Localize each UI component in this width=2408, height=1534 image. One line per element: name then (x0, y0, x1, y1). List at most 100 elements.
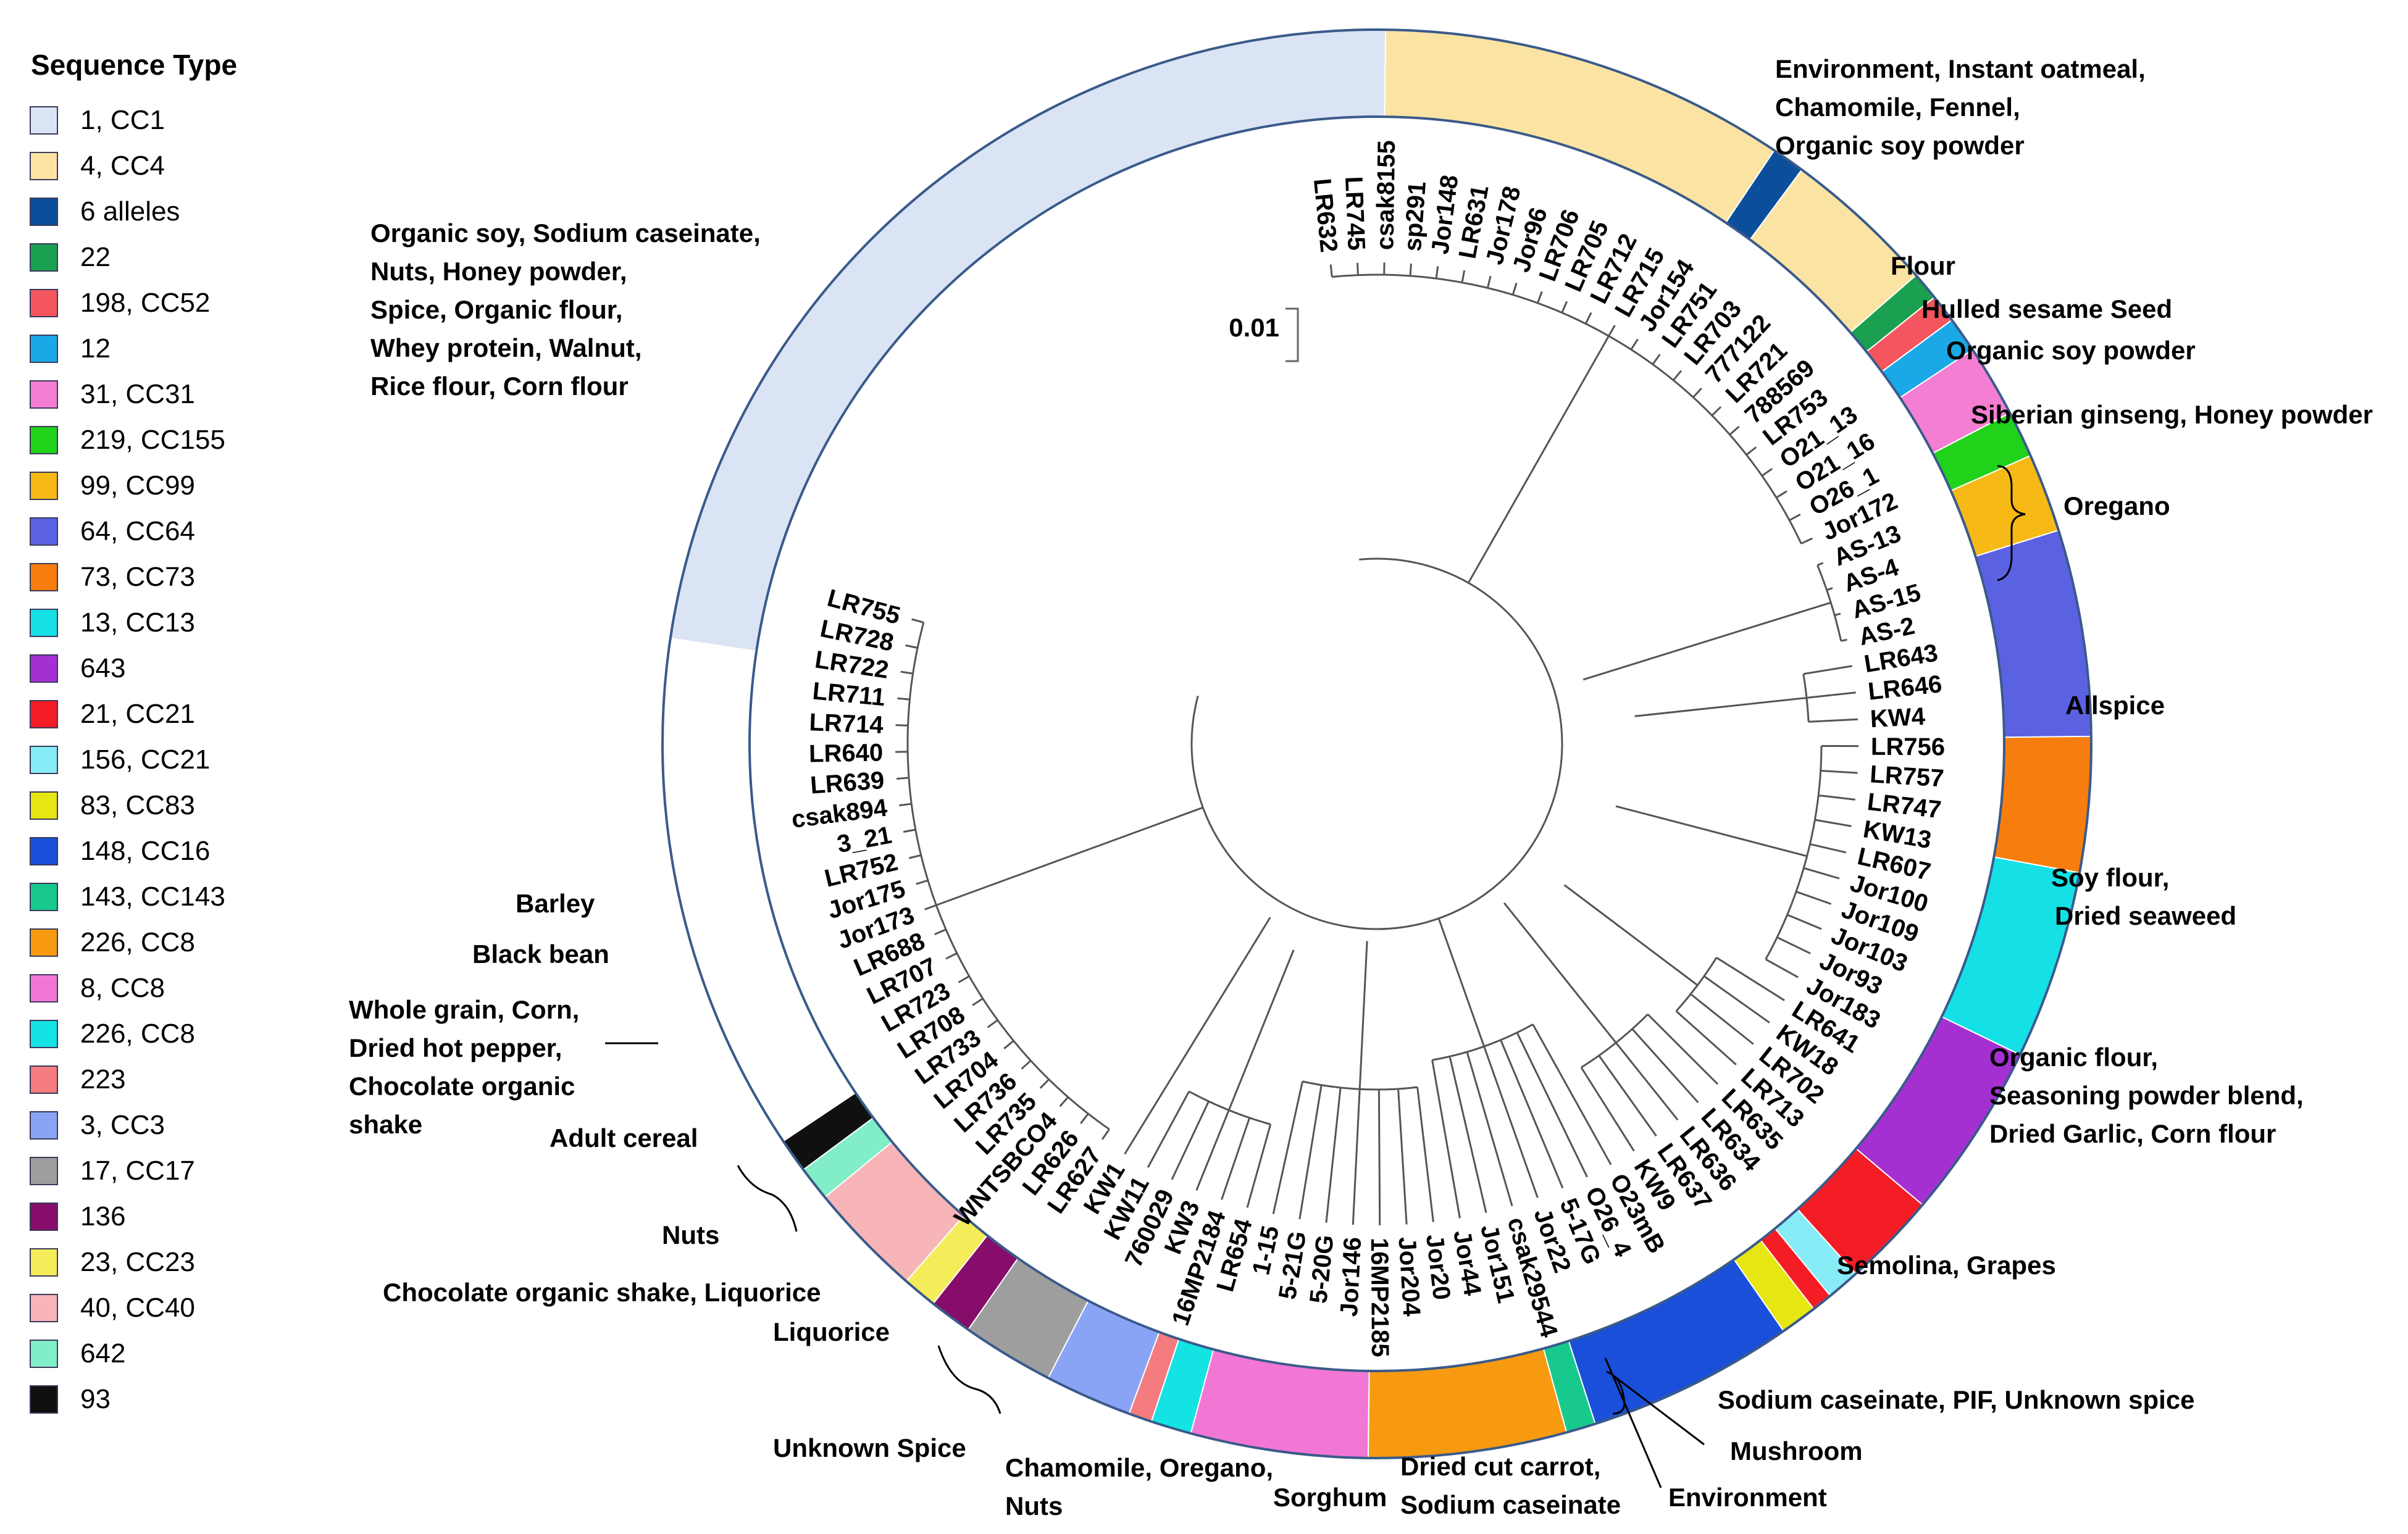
leaf-label: Jor146 (1336, 1236, 1366, 1317)
legend-item: 93 (30, 1377, 314, 1422)
legend-label: 156, CC21 (80, 744, 211, 775)
legend-swatch (30, 335, 58, 363)
legend-item: 99, CC99 (30, 463, 314, 509)
legend-item: 4, CC4 (30, 143, 314, 189)
legend-item: 1, CC1 (30, 98, 314, 143)
legend-item: 226, CC8 (30, 1011, 314, 1057)
legend-item: 23, CC23 (30, 1240, 314, 1285)
annotation-unknown-spice: Unknown Spice (773, 1433, 966, 1462)
legend-label: 1, CC1 (80, 105, 165, 135)
legend-item: 156, CC21 (30, 737, 314, 783)
leaf-label: KW4 (1870, 703, 1926, 733)
annotation-organic-soy-sodium: Organic soy, Sodium caseinate, Nuts, Hone… (370, 219, 761, 401)
legend-item: 12 (30, 326, 314, 372)
legend-swatch (30, 289, 58, 317)
legend-swatch (30, 700, 58, 728)
annotation-organic-soy-powder: Organic soy powder (1946, 336, 2196, 365)
legend-label: 219, CC155 (80, 425, 225, 455)
legend-label: 136 (80, 1201, 126, 1232)
legend-swatch (30, 974, 58, 1003)
leaf-label: LR714 (809, 709, 884, 739)
annotation-siberian-ginseng: Siberian ginseng, Honey powder (1971, 400, 2373, 429)
ring-segment (1993, 735, 2092, 874)
legend-item: 83, CC83 (30, 783, 314, 828)
legend-swatch (30, 1020, 58, 1048)
annotation-black-bean: Black bean (472, 940, 609, 969)
legend-label: 3, CC3 (80, 1110, 165, 1140)
annotation-organic-flour: Organic flour, Seasoning powder blend, Dri… (1989, 1043, 2304, 1148)
ring-outer-border (661, 28, 2092, 1459)
legend-swatch (30, 198, 58, 226)
legend-title: Sequence Type (31, 49, 238, 81)
branch-lines (895, 262, 1858, 1225)
legend-swatch (30, 426, 58, 454)
annotation-oregano: Oregano (2063, 491, 2170, 520)
annotation-allspice: Allspice (2065, 691, 2165, 720)
ring-segment (1190, 1348, 1370, 1459)
legend-swatch (30, 654, 58, 683)
annotation-connectors (605, 465, 2026, 1488)
legend-swatch (30, 609, 58, 637)
legend-item: 643 (30, 646, 314, 691)
legend-label: 642 (80, 1338, 126, 1369)
legend-swatch (30, 1385, 58, 1414)
legend-item: 13, CC13 (30, 600, 314, 646)
legend-swatch (30, 1294, 58, 1322)
legend-label: 93 (80, 1384, 111, 1414)
legend-label: 22 (80, 242, 111, 272)
annotation-environment: Environment (1668, 1483, 1827, 1512)
leaf-label: LR640 (809, 739, 884, 767)
legend-item: 136 (30, 1194, 314, 1240)
legend-swatch (30, 1248, 58, 1277)
legend-swatch (30, 1203, 58, 1231)
ring-inner-border (748, 115, 2005, 1372)
legend-label: 143, CC143 (80, 882, 225, 912)
annotation-semolina: Semolina, Grapes (1837, 1251, 2056, 1280)
legend-swatch (30, 1065, 58, 1094)
leaf-label: LR756 (1871, 733, 1945, 761)
leaf-label: 5-20G (1305, 1233, 1339, 1304)
legend-label: 99, CC99 (80, 470, 195, 501)
legend-swatch (30, 380, 58, 409)
legend-label: 23, CC23 (80, 1247, 195, 1277)
legend-item: 148, CC16 (30, 828, 314, 874)
legend-swatch (30, 837, 58, 865)
legend-label: 148, CC16 (80, 836, 211, 866)
legend-swatch (30, 1340, 58, 1368)
annotation-sorghum: Sorghum (1273, 1483, 1387, 1512)
annotation-dried-cut-carrot: Dried cut carrot, Sodium caseinate (1400, 1452, 1621, 1519)
legend-label: 17, CC17 (80, 1156, 195, 1186)
annotation-chocolate-liquorice: Chocolate organic shake, Liquorice (383, 1278, 821, 1307)
annotation-flour: Flour (1891, 251, 1955, 280)
legend-label: 198, CC52 (80, 288, 211, 318)
legend-item: 143, CC143 (30, 874, 314, 920)
legend-swatch (30, 472, 58, 500)
legend-label: 31, CC31 (80, 379, 195, 409)
legend-swatch (30, 243, 58, 272)
legend-label: 13, CC13 (80, 607, 195, 638)
legend-label: 643 (80, 653, 126, 683)
legend-label: 21, CC21 (80, 699, 195, 729)
legend-item: 17, CC17 (30, 1148, 314, 1194)
annotation-nuts: Nuts (662, 1220, 719, 1249)
annotation-barley: Barley (516, 889, 595, 918)
legend-swatch (30, 152, 58, 180)
legend-label: 223 (80, 1064, 126, 1094)
legend-item: 198, CC52 (30, 280, 314, 326)
legend-item: 21, CC21 (30, 691, 314, 737)
legend-swatch (30, 1157, 58, 1185)
legend-label: 4, CC4 (80, 151, 165, 181)
annotation-soy-flour: Soy flour, Dried seaweed (2051, 863, 2236, 930)
legend-item: 226, CC8 (30, 920, 314, 965)
tree-branches (895, 262, 1858, 1225)
annotation-hulled-sesame: Hulled sesame Seed (1921, 294, 2172, 323)
legend-swatch (30, 791, 58, 820)
legend-item: 642 (30, 1331, 314, 1377)
legend-label: 8, CC8 (80, 973, 165, 1003)
legend: Sequence Type 1, CC1 4, CC4 6 alleles 22 198… (30, 51, 314, 1422)
leaf-label: LR632 (1308, 177, 1342, 254)
legend-item: 40, CC40 (30, 1285, 314, 1331)
leaf-label: LR757 (1869, 761, 1945, 792)
legend-item: 31, CC31 (30, 372, 314, 417)
